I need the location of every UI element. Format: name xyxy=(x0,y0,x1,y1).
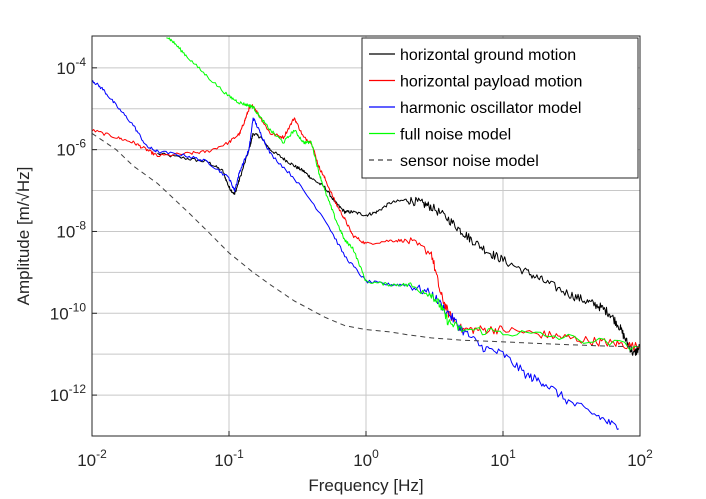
legend-label-3: full noise model xyxy=(400,127,511,144)
legend-label-2: harmonic oscillator model xyxy=(400,100,581,117)
series-lines xyxy=(92,37,640,430)
y-tick-label-2: 10-8 xyxy=(56,218,86,241)
legend: horizontal ground motion horizontal paylo… xyxy=(361,37,639,179)
legend-label-0: horizontal ground motion xyxy=(400,47,576,64)
y-tick-label-1: 10-10 xyxy=(50,300,87,323)
x-tick-label-3: 101 xyxy=(490,447,516,470)
x-tick-label-0: 10-2 xyxy=(77,447,107,470)
legend-label-4: sensor noise model xyxy=(400,153,539,170)
y-axis-ticks: 10-12 10-10 10-8 10-6 10-4 xyxy=(50,55,97,405)
x-axis-ticks: 10-2 10-1 100 101 102 xyxy=(77,431,653,470)
x-tick-label-4: 102 xyxy=(627,447,653,470)
legend-box xyxy=(361,37,639,179)
y-tick-label-4: 10-4 xyxy=(56,55,86,78)
x-axis-label: Frequency [Hz] xyxy=(308,476,423,495)
series-line-2 xyxy=(92,80,619,430)
y-tick-label-3: 10-6 xyxy=(56,137,86,160)
series-line-4 xyxy=(92,132,640,348)
series-line-1 xyxy=(92,104,640,351)
y-tick-label-0: 10-12 xyxy=(50,382,87,405)
x-tick-label-2: 100 xyxy=(353,447,379,470)
x-tick-label-1: 10-1 xyxy=(214,447,244,470)
y-axis-label: Amplitude [m/√Hz] xyxy=(14,167,33,306)
legend-label-1: horizontal payload motion xyxy=(400,74,582,91)
series-line-3 xyxy=(166,37,640,351)
series-line-0 xyxy=(157,133,640,356)
